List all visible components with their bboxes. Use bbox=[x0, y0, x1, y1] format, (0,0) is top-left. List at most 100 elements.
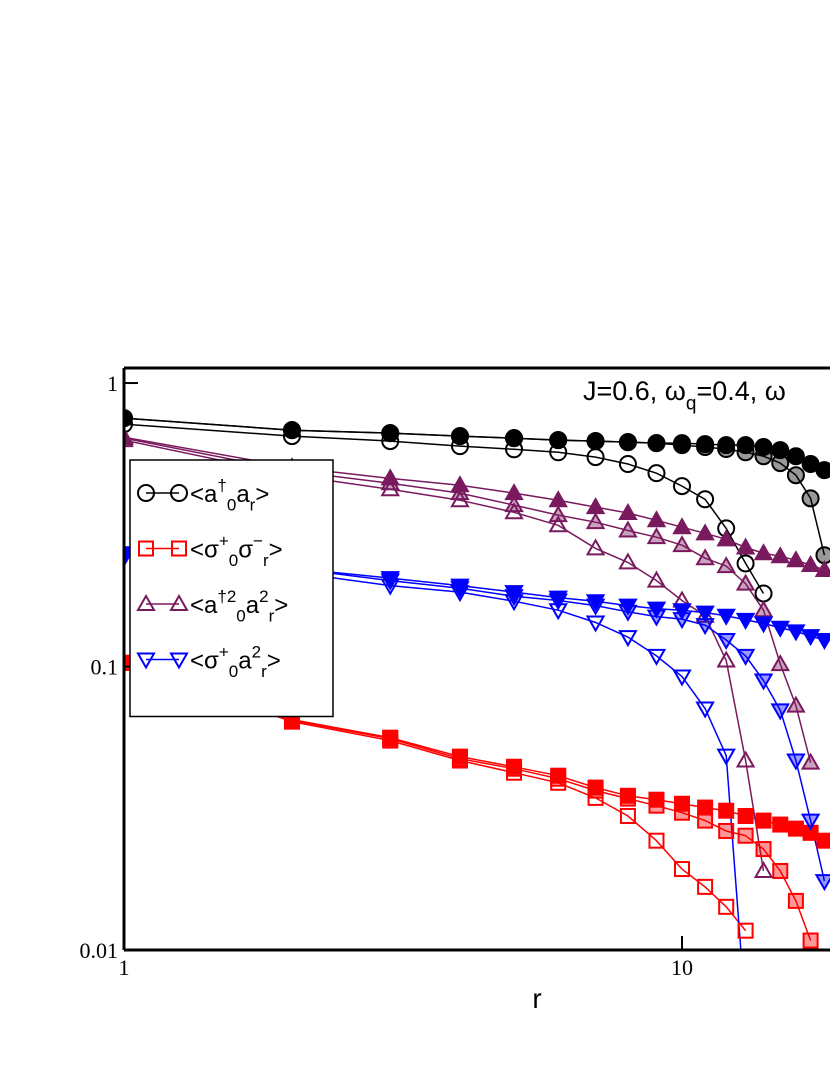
text-segment: σ bbox=[238, 537, 253, 564]
text-segment: + bbox=[219, 643, 229, 662]
marker bbox=[619, 787, 636, 804]
marker bbox=[735, 573, 756, 591]
marker bbox=[770, 546, 790, 564]
marker bbox=[787, 892, 804, 909]
text-segment: r bbox=[269, 606, 275, 625]
marker bbox=[380, 468, 400, 486]
marker bbox=[736, 554, 755, 573]
marker bbox=[814, 633, 830, 651]
marker bbox=[737, 827, 754, 844]
marker bbox=[753, 543, 774, 561]
marker bbox=[618, 598, 638, 616]
marker bbox=[618, 502, 638, 520]
text-segment: + bbox=[219, 532, 229, 551]
text-segment: † bbox=[217, 476, 226, 495]
marker bbox=[450, 578, 470, 596]
marker bbox=[772, 862, 789, 879]
text-segment: 2 bbox=[259, 587, 268, 606]
marker bbox=[755, 841, 772, 858]
marker bbox=[585, 512, 606, 530]
marker bbox=[737, 922, 754, 939]
marker bbox=[716, 556, 736, 574]
marker bbox=[697, 878, 714, 895]
text-segment: a bbox=[246, 592, 260, 619]
text-segment: − bbox=[253, 532, 263, 551]
marker bbox=[695, 605, 715, 623]
marker bbox=[124, 415, 133, 434]
marker bbox=[737, 807, 754, 824]
y-tick-label: 1 bbox=[107, 371, 118, 396]
legend-marker bbox=[136, 652, 189, 670]
marker bbox=[548, 515, 568, 533]
legend-label: <σ+0σ−r> bbox=[190, 532, 283, 570]
marker bbox=[754, 437, 773, 456]
marker bbox=[814, 559, 830, 578]
legend-symbol bbox=[138, 540, 154, 557]
marker bbox=[451, 748, 468, 765]
marker bbox=[717, 436, 736, 455]
marker bbox=[735, 648, 756, 666]
marker bbox=[772, 816, 789, 833]
marker bbox=[380, 479, 400, 497]
text-segment: 0 bbox=[229, 662, 238, 681]
text-segment: a bbox=[238, 648, 252, 675]
marker bbox=[548, 590, 568, 608]
marker bbox=[647, 464, 666, 483]
marker bbox=[800, 555, 821, 573]
legend-symbol bbox=[169, 652, 189, 670]
text-segment: 0 bbox=[236, 606, 245, 625]
legend-symbol bbox=[171, 540, 187, 557]
marker bbox=[504, 585, 524, 603]
marker bbox=[753, 600, 774, 618]
marker bbox=[646, 570, 667, 588]
marker bbox=[619, 807, 636, 824]
series-line bbox=[124, 439, 765, 872]
marker bbox=[672, 603, 692, 621]
marker bbox=[618, 455, 637, 474]
marker bbox=[786, 447, 805, 466]
marker bbox=[672, 517, 692, 535]
marker bbox=[673, 477, 691, 496]
marker bbox=[736, 436, 755, 455]
text-segment: > bbox=[267, 648, 281, 675]
marker bbox=[816, 832, 830, 849]
marker bbox=[450, 475, 470, 493]
series-line bbox=[124, 423, 765, 594]
marker bbox=[753, 616, 774, 634]
x-tick-label: 10 bbox=[671, 955, 693, 980]
marker bbox=[674, 861, 690, 878]
marker bbox=[738, 1007, 754, 1021]
marker bbox=[815, 546, 830, 565]
marker bbox=[696, 490, 715, 509]
marker bbox=[716, 633, 736, 651]
legend-label: <σ+0a2r> bbox=[190, 643, 281, 681]
marker bbox=[718, 898, 735, 915]
legend-label: <a†20a2r> bbox=[190, 587, 288, 625]
text-segment: a bbox=[236, 481, 250, 508]
marker bbox=[718, 802, 735, 819]
text-segment: 0 bbox=[227, 495, 236, 514]
marker bbox=[585, 594, 606, 612]
marker bbox=[549, 431, 568, 450]
marker bbox=[380, 571, 400, 589]
marker bbox=[504, 483, 524, 501]
marker bbox=[697, 799, 714, 816]
text-segment: J=0.6, ω bbox=[583, 376, 686, 406]
marker bbox=[618, 552, 638, 570]
x-axis-label: r bbox=[532, 983, 541, 1014]
marker bbox=[647, 434, 666, 453]
marker bbox=[450, 427, 469, 446]
marker bbox=[695, 701, 715, 719]
marker bbox=[382, 729, 399, 746]
legend-symbol bbox=[136, 593, 156, 611]
text-segment: r bbox=[261, 662, 267, 681]
plot-area bbox=[124, 409, 830, 1021]
marker bbox=[755, 812, 772, 829]
legend-symbol bbox=[169, 593, 189, 611]
legend-symbol bbox=[137, 484, 155, 502]
marker bbox=[735, 612, 756, 630]
y-tick-label: 0.1 bbox=[91, 655, 119, 680]
marker bbox=[771, 441, 790, 460]
marker bbox=[672, 535, 692, 553]
